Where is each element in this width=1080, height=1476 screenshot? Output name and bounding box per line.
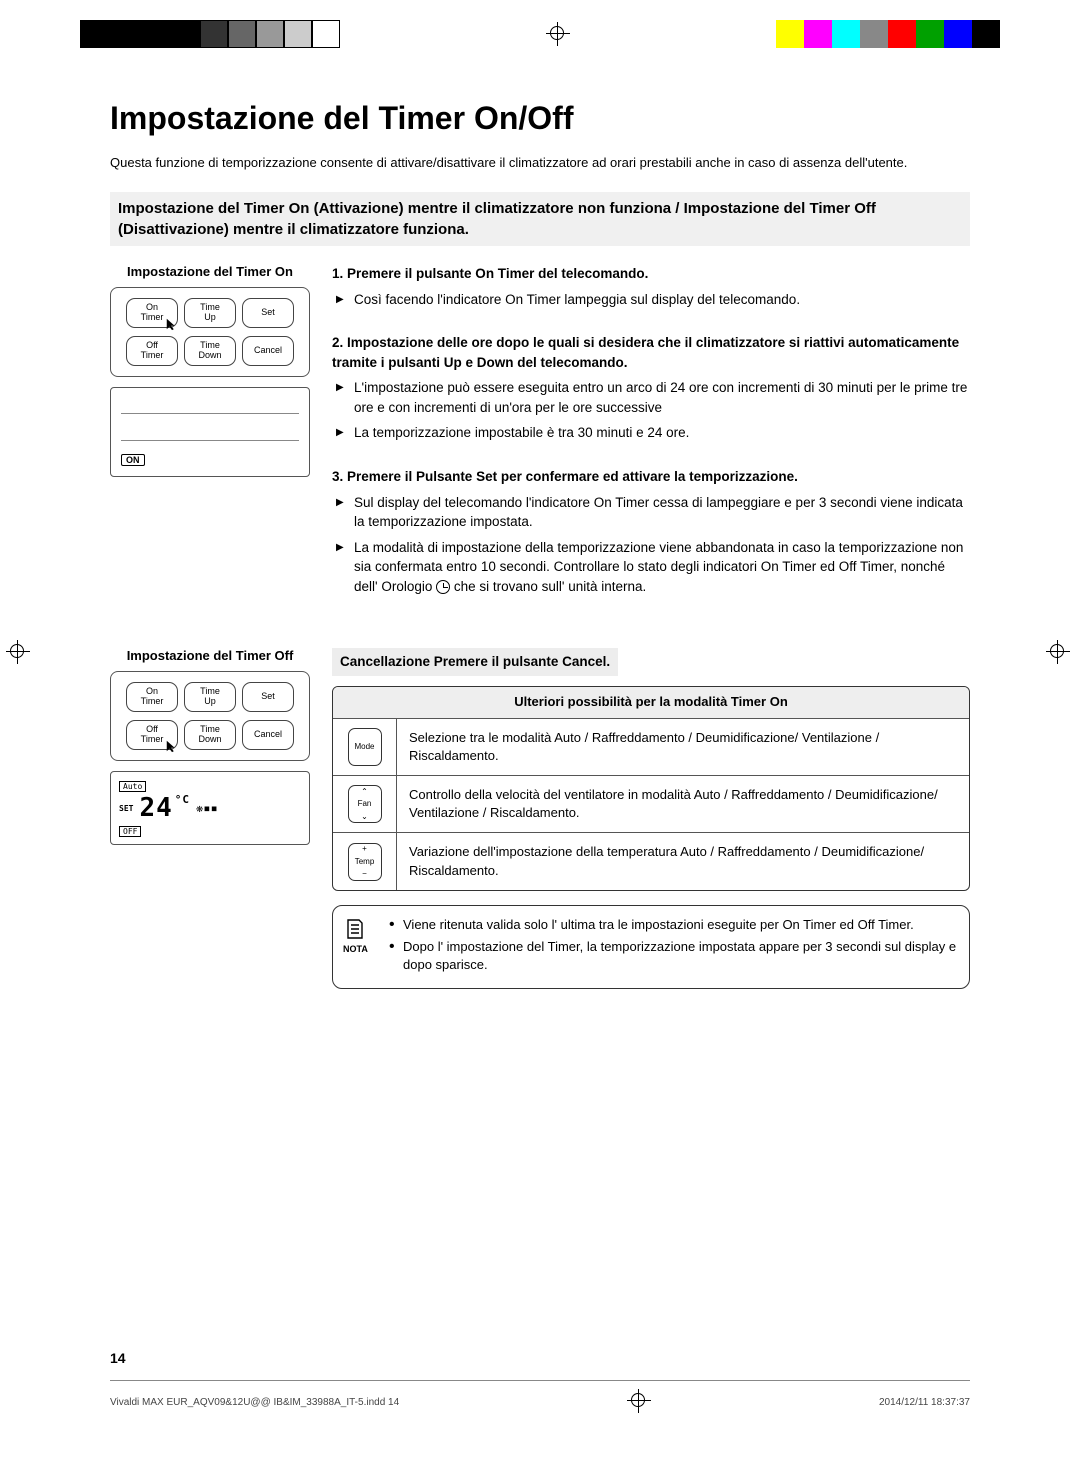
cancel-instruction: Cancellazione Premere il pulsante Cancel… xyxy=(332,648,618,676)
note-item: Viene ritenuta valida solo l' ultima tra… xyxy=(389,916,957,934)
step-2-detail-b: La temporizzazione impostabile è tra 30 … xyxy=(332,423,970,443)
step-3-detail-b: La modalità di impostazione della tempor… xyxy=(332,538,970,597)
temperature-display: 24°C xyxy=(139,793,190,823)
reg-gray-blocks xyxy=(80,20,340,48)
note-icon xyxy=(345,918,365,940)
timer-on-heading: Impostazione del Timer On xyxy=(110,264,310,279)
cancel-button: Cancel xyxy=(242,720,294,750)
step-1-title: 1. Premere il pulsante On Timer del tele… xyxy=(332,264,970,284)
mode-text: Selezione tra le modalità Auto / Raffred… xyxy=(397,719,969,775)
step-2-title: 2. Impostazione delle ore dopo le quali … xyxy=(332,333,970,372)
nota-label: NOTA xyxy=(343,918,368,956)
set-button: Set xyxy=(242,682,294,712)
clock-icon xyxy=(436,580,450,594)
footer: Vivaldi MAX EUR_AQV09&12U@@ IB&IM_33988A… xyxy=(110,1389,970,1416)
set-label: SET xyxy=(119,804,133,813)
reg-crosshair-top xyxy=(340,22,776,46)
off-badge: OFF xyxy=(119,826,141,837)
on-timer-button: On Timer xyxy=(126,298,178,328)
section-subheading: Impostazione del Timer On (Attivazione) … xyxy=(110,192,970,246)
reg-crosshair-left xyxy=(6,640,34,668)
intro-text: Questa funzione di temporizzazione conse… xyxy=(110,155,970,170)
temp-text: Variazione dell'impostazione della tempe… xyxy=(397,833,969,889)
cursor-icon xyxy=(165,739,179,753)
timer-off-heading: Impostazione del Timer Off xyxy=(110,648,310,663)
page-content: Impostazione del Timer On/Off Questa fun… xyxy=(110,100,970,1336)
footer-timestamp: 2014/12/11 18:37:37 xyxy=(879,1397,970,1408)
registration-top xyxy=(80,18,1000,50)
on-badge: ON xyxy=(121,454,145,466)
off-timer-button: Off Timer xyxy=(126,336,178,366)
remote-diagram-on: On Timer Time Up Set Off Timer Time Down… xyxy=(110,287,310,377)
footer-divider xyxy=(110,1380,970,1381)
temp-button-icon: +Temp− xyxy=(348,843,382,881)
note-item: Dopo l' impostazione del Timer, la tempo… xyxy=(389,938,957,974)
cursor-icon xyxy=(165,317,179,331)
fan-text: Controllo della velocità del ventilatore… xyxy=(397,776,969,832)
time-down-button: Time Down xyxy=(184,336,236,366)
fan-button-icon: ⌃Fan⌄ xyxy=(348,785,382,823)
table-row: Mode Selezione tra le modalità Auto / Ra… xyxy=(333,718,969,775)
footer-filename: Vivaldi MAX EUR_AQV09&12U@@ IB&IM_33988A… xyxy=(110,1397,399,1408)
remote-diagram-off: On Timer Time Up Set Off Timer Time Down… xyxy=(110,671,310,761)
mode-button-icon: Mode xyxy=(348,728,382,766)
fan-icon: ❋▪▪ xyxy=(196,801,218,815)
step-2-detail-a: L'impostazione può essere eseguita entro… xyxy=(332,378,970,417)
table-row: +Temp− Variazione dell'impostazione dell… xyxy=(333,832,969,889)
reg-crosshair-bottom xyxy=(627,1389,651,1416)
remote-display-on: ON xyxy=(110,387,310,477)
table-header: Ulteriori possibilità per la modalità Ti… xyxy=(333,687,969,718)
step-1-detail: Così facendo l'indicatore On Timer lampe… xyxy=(332,290,970,310)
remote-display-off: Auto SET 24°C ❋▪▪ OFF xyxy=(110,771,310,845)
cancel-button: Cancel xyxy=(242,336,294,366)
step-3-detail-a: Sul display del telecomando l'indicatore… xyxy=(332,493,970,532)
on-timer-button: On Timer xyxy=(126,682,178,712)
time-up-button: Time Up xyxy=(184,298,236,328)
page-number: 14 xyxy=(110,1350,126,1366)
auto-badge: Auto xyxy=(119,781,146,792)
off-timer-button: Off Timer xyxy=(126,720,178,750)
step-3-title: 3. Premere il Pulsante Set per confermar… xyxy=(332,467,970,487)
reg-color-blocks xyxy=(776,20,1000,48)
options-table: Ulteriori possibilità per la modalità Ti… xyxy=(332,686,970,891)
note-box: NOTA Viene ritenuta valida solo l' ultim… xyxy=(332,905,970,990)
reg-crosshair-right xyxy=(1046,640,1074,668)
page-title: Impostazione del Timer On/Off xyxy=(110,100,970,137)
table-row: ⌃Fan⌄ Controllo della velocità del venti… xyxy=(333,775,969,832)
time-up-button: Time Up xyxy=(184,682,236,712)
time-down-button: Time Down xyxy=(184,720,236,750)
set-button: Set xyxy=(242,298,294,328)
